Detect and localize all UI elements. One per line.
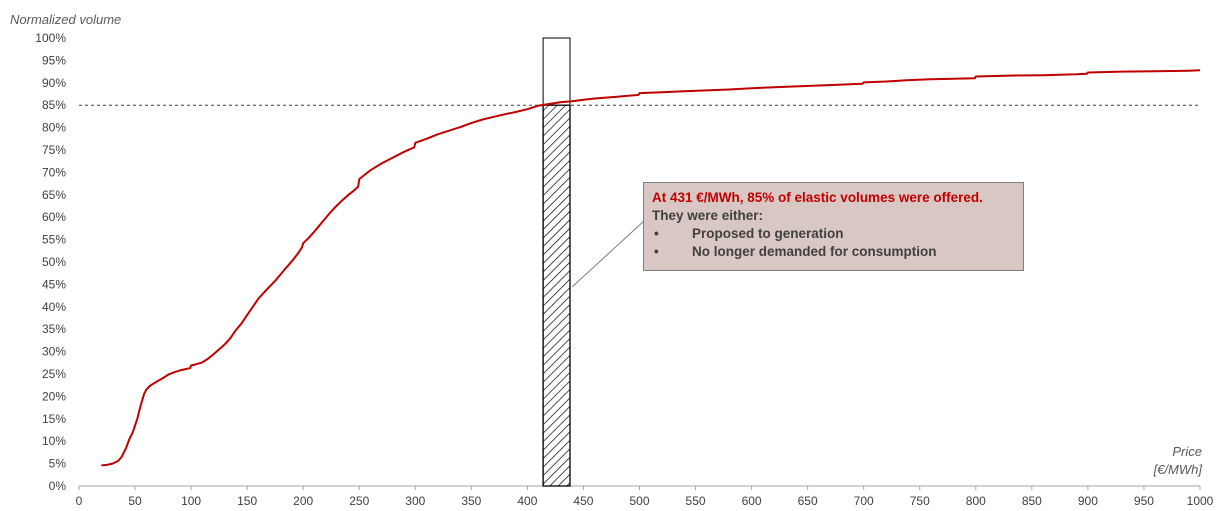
x-tick-label: 100 [181, 494, 201, 508]
x-tick-label: 350 [461, 494, 481, 508]
y-tick-label: 10% [42, 434, 66, 448]
x-tick-label: 400 [517, 494, 537, 508]
y-tick-label: 25% [42, 367, 66, 381]
y-tick-label: 85% [42, 98, 66, 112]
series-line [101, 69, 1201, 467]
y-tick-label: 20% [42, 389, 66, 403]
x-tick-label: 450 [573, 494, 593, 508]
x-tick-label: 300 [405, 494, 425, 508]
annotation-bullet: No longer demanded for consumption [652, 243, 1015, 261]
highlight-bar-hatched [542, 104, 571, 487]
x-tick-label: 250 [349, 494, 369, 508]
y-tick-label: 35% [42, 322, 66, 336]
y-tick-label: 50% [42, 255, 66, 269]
x-axis-title-line2: [€/MWh] [1153, 462, 1203, 477]
x-tick-label: 600 [742, 494, 762, 508]
y-axis-ticks: 0% 5% 10% 15% 20% 25% 30% 35% 40% 45% 50% 55% 60% 65%… [35, 31, 66, 493]
x-tick-label: 500 [629, 494, 649, 508]
x-tick-label: 900 [1078, 494, 1098, 508]
y-tick-label: 75% [42, 143, 66, 157]
x-tick-label: 850 [1022, 494, 1042, 508]
annotation-bullets: Proposed to generation No longer demande… [652, 225, 1015, 261]
y-tick-label: 5% [49, 457, 67, 471]
x-tick-label: 700 [854, 494, 874, 508]
y-tick-label: 70% [42, 165, 66, 179]
y-tick-label: 40% [42, 300, 66, 314]
x-tick-label: 0 [76, 494, 83, 508]
x-tick-label: 800 [966, 494, 986, 508]
y-tick-label: 95% [42, 53, 66, 67]
x-tick-label: 750 [910, 494, 930, 508]
y-axis-title: Normalized volume [10, 12, 121, 27]
y-tick-label: 0% [49, 479, 67, 493]
x-axis-ticks: 0 50 100 150 200 250 300 350 400 450 500 550 600 650 7… [76, 486, 1214, 508]
y-tick-label: 65% [42, 188, 66, 202]
annotation-callout: At 431 €/MWh, 85% of elastic volumes wer… [643, 182, 1024, 271]
y-tick-label: 30% [42, 345, 66, 359]
callout-leader-line [571, 219, 646, 288]
y-tick-label: 90% [42, 76, 66, 90]
y-tick-label: 55% [42, 233, 66, 247]
x-tick-label: 950 [1134, 494, 1154, 508]
y-tick-label: 60% [42, 210, 66, 224]
annotation-bullet: Proposed to generation [652, 225, 1015, 243]
x-tick-label: 200 [293, 494, 313, 508]
y-tick-label: 100% [35, 31, 66, 45]
x-tick-label: 650 [798, 494, 818, 508]
y-tick-label: 45% [42, 277, 66, 291]
x-tick-label: 550 [686, 494, 706, 508]
annotation-text: They were either: [652, 208, 764, 223]
x-tick-label: 150 [237, 494, 257, 508]
x-tick-label: 50 [128, 494, 142, 508]
annotation-heading: At 431 €/MWh, 85% of elastic volumes wer… [652, 189, 1015, 225]
y-tick-label: 15% [42, 412, 66, 426]
x-axis-title-line1: Price [1172, 444, 1202, 459]
annotation-highlight: At 431 €/MWh, 85% of elastic volumes wer… [652, 190, 983, 205]
x-tick-label: 1000 [1187, 494, 1214, 508]
y-tick-label: 80% [42, 121, 66, 135]
